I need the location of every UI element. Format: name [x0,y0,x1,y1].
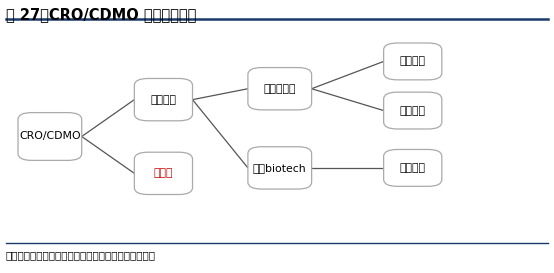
Text: 销售收入: 销售收入 [400,57,425,66]
FancyBboxPatch shape [248,147,311,189]
FancyBboxPatch shape [383,150,442,186]
FancyBboxPatch shape [134,79,193,121]
Text: 图 27、CRO/CDMO 发展驱动因素: 图 27、CRO/CDMO 发展驱动因素 [6,7,196,22]
Text: 小型biotech: 小型biotech [253,163,306,173]
FancyBboxPatch shape [383,92,442,129]
FancyBboxPatch shape [18,113,82,161]
Text: CRO/CDMO: CRO/CDMO [19,132,81,141]
Text: 融资金额: 融资金额 [400,163,425,173]
Text: 大中型药企: 大中型药企 [264,84,296,94]
Text: 研发意愿: 研发意愿 [400,106,425,115]
Text: 研发投入: 研发投入 [151,95,176,105]
FancyBboxPatch shape [248,67,311,110]
FancyBboxPatch shape [134,152,193,194]
FancyBboxPatch shape [383,43,442,80]
Text: 资料来源：公司公告，兴业证券经济与金融研究院整理: 资料来源：公司公告，兴业证券经济与金融研究院整理 [6,250,156,260]
Text: 渗透率: 渗透率 [153,168,173,178]
